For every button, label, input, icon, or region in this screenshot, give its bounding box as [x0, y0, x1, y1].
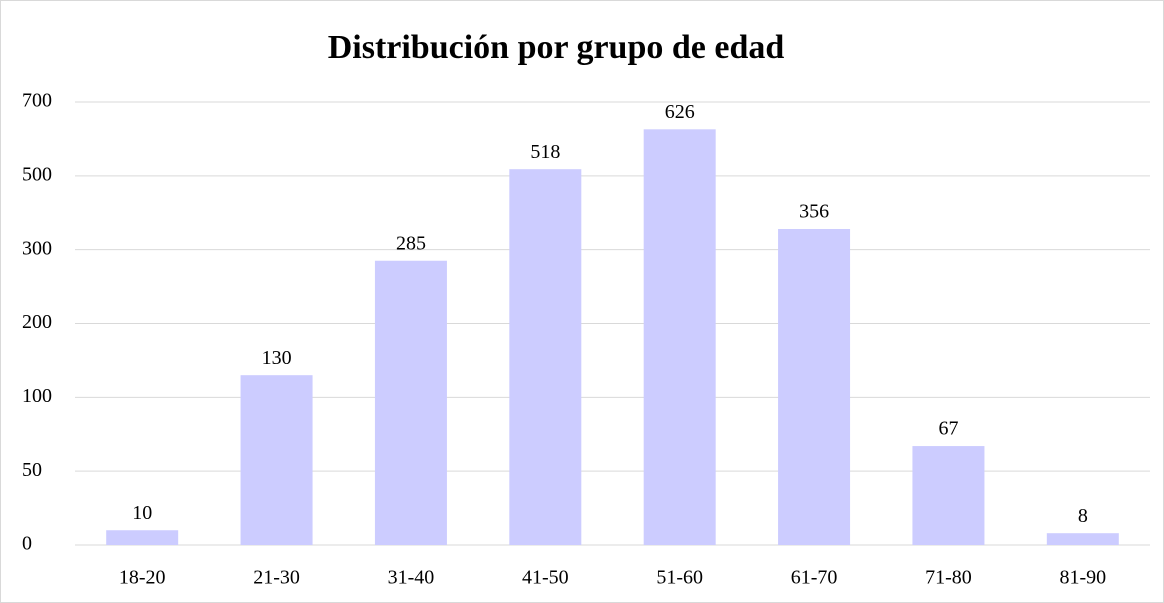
value-label: 130: [262, 347, 292, 369]
y-tick-label: 300: [22, 237, 52, 259]
y-tick-label: 500: [22, 163, 52, 185]
y-tick-label: 50: [22, 459, 42, 481]
x-tick-label: 61-70: [791, 567, 838, 589]
x-tick-label: 31-40: [388, 567, 435, 589]
x-tick-label: 18-20: [119, 567, 166, 589]
x-tick-label: 41-50: [522, 567, 569, 589]
value-label: 67: [938, 418, 958, 440]
bar: [912, 446, 985, 545]
value-label: 8: [1078, 505, 1088, 527]
bar: [106, 530, 179, 545]
chart-title: Distribución por grupo de edad: [328, 29, 785, 66]
x-tick-label: 71-80: [925, 567, 972, 589]
bar: [509, 169, 582, 545]
x-tick-label: 51-60: [656, 567, 703, 589]
y-tick-label: 200: [22, 311, 52, 333]
value-label: 356: [799, 201, 829, 223]
bar: [240, 375, 313, 545]
value-label: 518: [530, 141, 560, 163]
bar: [643, 129, 716, 545]
value-label: 10: [132, 502, 152, 524]
y-tick-label: 100: [22, 385, 52, 407]
value-label: 285: [396, 232, 426, 254]
bar: [374, 260, 447, 545]
value-label: 626: [665, 101, 695, 123]
x-tick-label: 21-30: [253, 567, 300, 589]
x-tick-label: 81-90: [1059, 567, 1106, 589]
bar: [1046, 533, 1119, 545]
bar: [778, 228, 851, 545]
y-tick-label: 0: [22, 533, 32, 555]
y-tick-label: 700: [22, 90, 52, 112]
